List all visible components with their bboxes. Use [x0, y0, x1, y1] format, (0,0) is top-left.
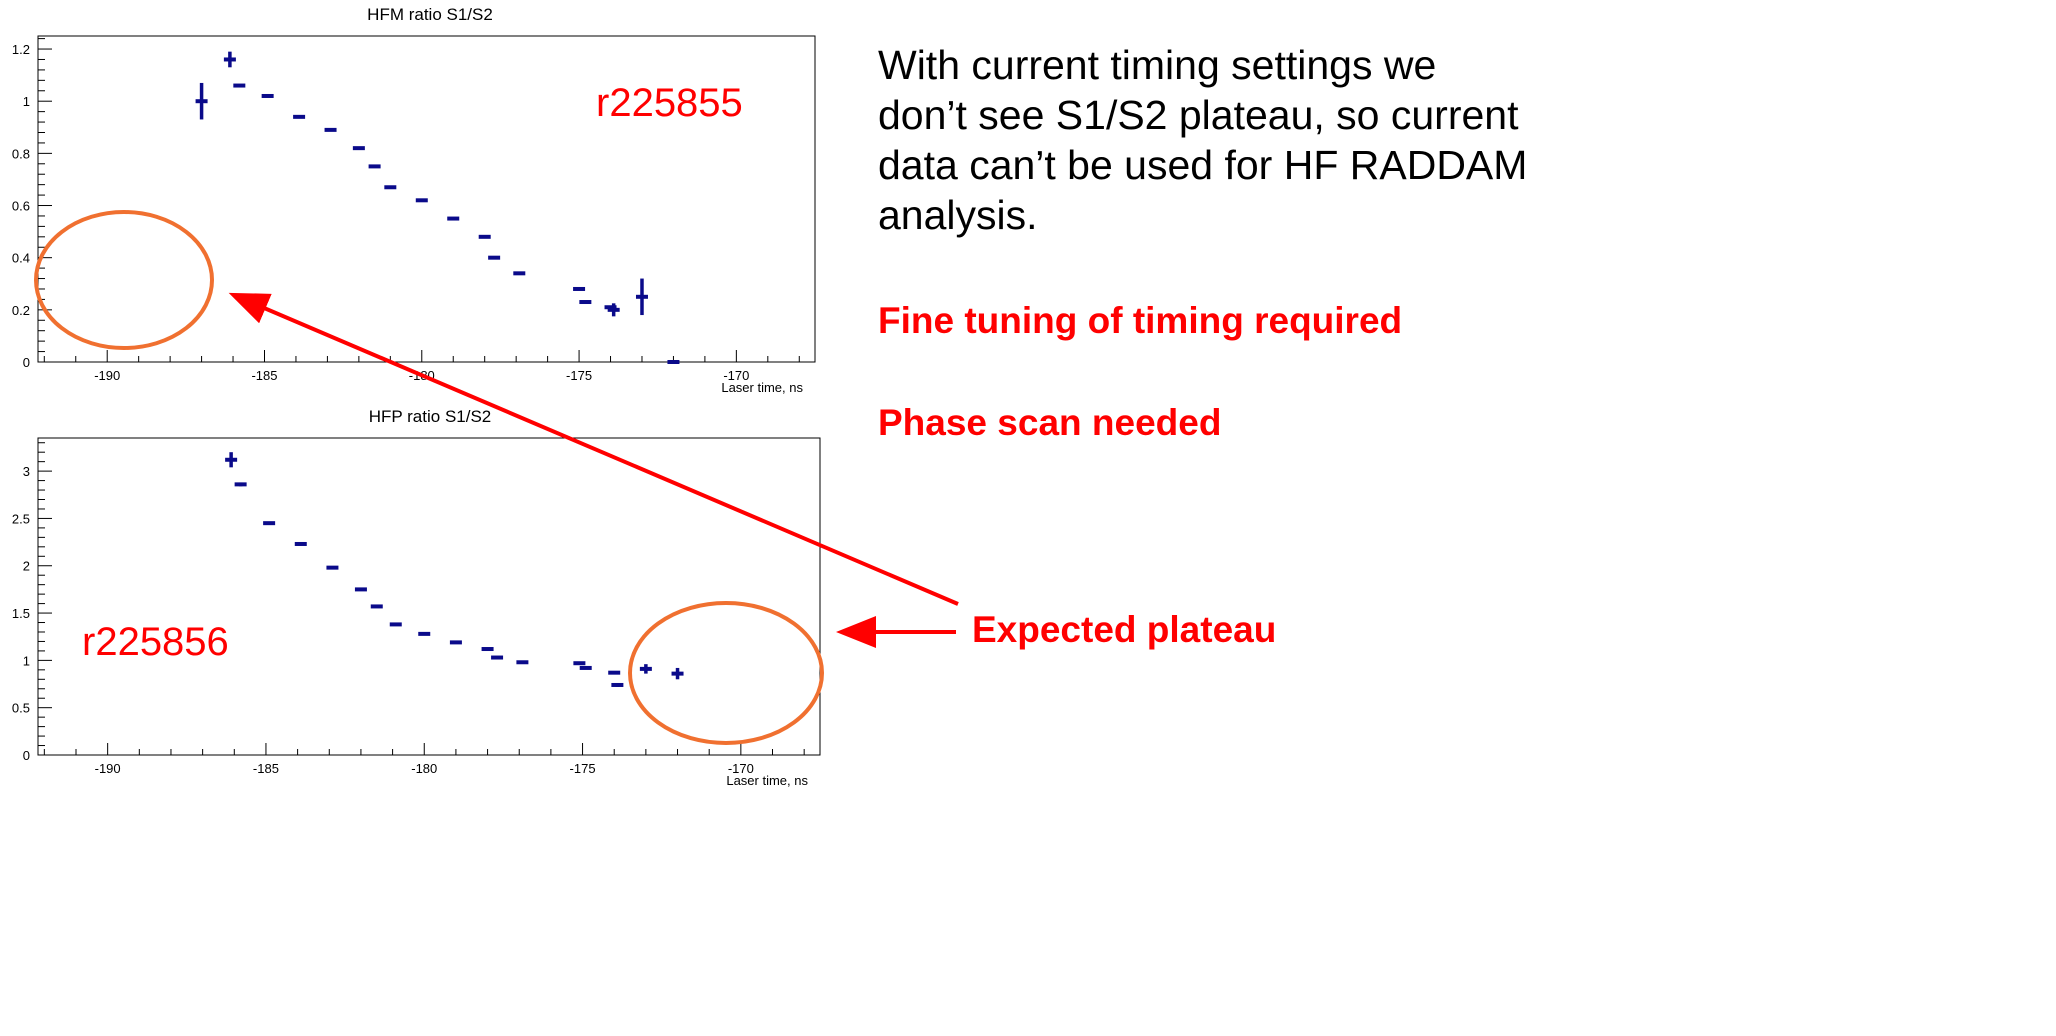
plot-panel-1: HFM ratio S1/S2-190-185-180-175-17000.20…: [12, 5, 816, 395]
y-tick-label: 1.2: [12, 42, 30, 57]
plot-panel-2: HFP ratio S1/S2 -190 -185 -180 -175 -170 0 0.5 1…: [12, 407, 821, 788]
note-paragraph: With current timing settings we don’t se…: [878, 40, 1568, 240]
x-tick-label: -190: [94, 368, 120, 383]
x-axis-label: Laser time, ns: [721, 380, 803, 395]
x-tick-label: -185: [253, 761, 279, 776]
x-axis-label: Laser time, ns: [726, 773, 808, 788]
y-tick-label: 3: [23, 464, 30, 479]
y-tick-label: 1: [23, 653, 30, 668]
y-tick-label: 0: [23, 355, 30, 370]
y-tick-label: 1: [23, 94, 30, 109]
y-tick-label: 2: [23, 559, 30, 574]
note-line: analysis.: [878, 192, 1038, 238]
y-tick-label: 0: [23, 748, 30, 763]
y-tick-label: 0.4: [12, 251, 30, 266]
note-line: With current timing settings we: [878, 42, 1437, 88]
note-line: data can’t be used for HF RADDAM: [878, 142, 1528, 188]
x-tick-label: -170: [723, 368, 749, 383]
x-tick-label: -170: [728, 761, 754, 776]
missing-plateau-circle: [34, 210, 214, 350]
arrow-to-missing-plateau: [228, 292, 959, 606]
x-tick-label: -175: [566, 368, 592, 383]
x-tick-label: -175: [570, 761, 596, 776]
expected-plateau-label: Expected plateau: [972, 609, 1277, 650]
y-tick-label: 0.2: [12, 303, 30, 318]
expected-plateau-circle: [628, 601, 824, 745]
figure-canvas: HFM ratio S1/S2 -190 -185 -180 -175 -170 0 0.2 0…: [12, 5, 821, 788]
x-tick-label: -190: [95, 761, 121, 776]
fine-tuning-note: Fine tuning of timing required: [878, 300, 1403, 341]
y-tick-label: 1.5: [12, 606, 30, 621]
annotation-overlay: [34, 210, 959, 745]
plot-title: HFP ratio S1/S2: [369, 407, 492, 426]
plot-frame: [37, 437, 821, 756]
plot-title: HFM ratio S1/S2: [367, 5, 493, 24]
x-tick-label: -185: [251, 368, 277, 383]
phase-scan-note: Phase scan needed: [878, 402, 1222, 443]
y-tick-label: 0.6: [12, 199, 30, 214]
note-line: don’t see S1/S2 plateau, so current: [878, 92, 1519, 138]
plot-frame: [37, 35, 816, 363]
run-number-label: r225856: [82, 620, 229, 664]
y-tick-label: 0.5: [12, 701, 30, 716]
y-tick-label: 0.8: [12, 146, 30, 161]
x-tick-label: -180: [411, 761, 437, 776]
y-tick-label: 2.5: [12, 511, 30, 526]
run-number-label: r225855: [596, 81, 743, 125]
